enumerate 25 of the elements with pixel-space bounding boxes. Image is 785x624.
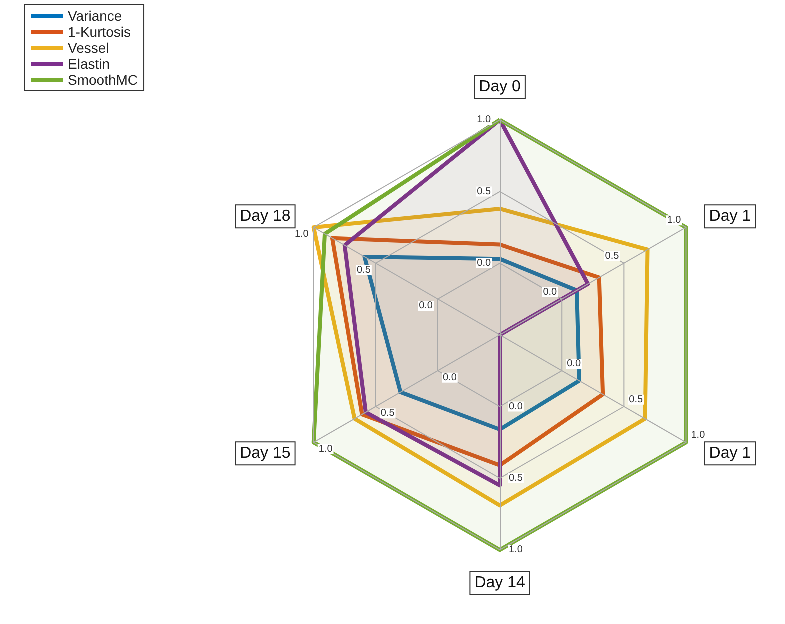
text: 0.5 <box>380 408 395 420</box>
spoke-label: Day 1 <box>709 208 752 226</box>
spoke-label: Day 18 <box>240 208 291 226</box>
text: 0.0 <box>477 258 492 269</box>
text: 0.5 <box>605 250 620 262</box>
text: 0.0 <box>567 358 582 370</box>
spoke-label: Day 1 <box>709 445 752 462</box>
text: 1.0 <box>691 430 706 442</box>
text: 0.0 <box>543 286 558 298</box>
legend-label: Vessel <box>68 40 110 56</box>
text: 0.0 <box>442 372 457 384</box>
legend-label: SmoothMC <box>68 72 138 88</box>
legend-label: 1-Kurtosis <box>68 24 132 40</box>
text: 1.0 <box>667 215 682 226</box>
legend-label: Elastin <box>68 56 110 72</box>
text: 0.0 <box>419 300 433 312</box>
legend-label: Variance <box>68 8 122 24</box>
text: 0.5 <box>477 186 492 198</box>
text: 0.5 <box>629 394 644 406</box>
text: 1.0 <box>294 229 309 240</box>
text: 0.5 <box>357 264 371 276</box>
spoke-label: Day 0 <box>479 78 522 96</box>
spoke-label: Day 15 <box>240 445 291 462</box>
spoke-label: Day 14 <box>474 574 526 592</box>
text: 1.0 <box>318 444 333 456</box>
